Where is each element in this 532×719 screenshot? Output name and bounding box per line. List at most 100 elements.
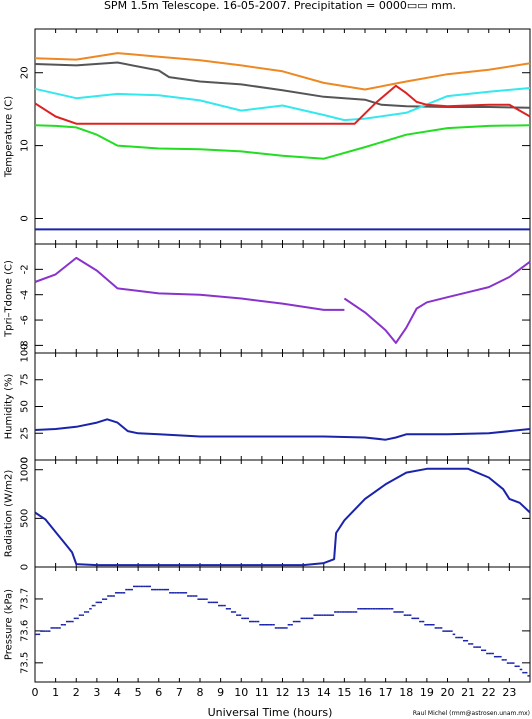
- y-tick-label: 100: [20, 343, 31, 362]
- pressure-point: [151, 588, 154, 591]
- pressure-point: [279, 627, 283, 629]
- chart-title: SPM 1.5m Telescope. 16-05-2007. Precipit…: [104, 0, 456, 12]
- x-tick-label: 6: [155, 686, 162, 699]
- credit-text: Raul Michel (rmm@astrosen.unam.mx): [413, 710, 530, 717]
- pressure-point: [527, 675, 530, 677]
- pressure-point: [432, 624, 435, 626]
- pressure-point: [444, 630, 448, 632]
- pressure-point: [45, 630, 48, 632]
- pressure-point: [181, 592, 185, 594]
- pressure-point: [370, 608, 373, 610]
- x-tick-label: 20: [441, 686, 455, 699]
- pressure-point: [200, 598, 203, 600]
- pressure-point: [261, 624, 265, 626]
- y-axis-label: Radiation (W/m2): [4, 470, 15, 558]
- pressure-point: [437, 627, 440, 629]
- pressure-point: [194, 595, 198, 597]
- pressure-point: [274, 627, 278, 629]
- pressure-point: [473, 646, 476, 648]
- pressure-point: [323, 614, 327, 616]
- pressure-point: [339, 611, 342, 613]
- pressure-point: [236, 614, 239, 616]
- pressure-point: [78, 614, 81, 616]
- series-line-3: [34, 84, 531, 125]
- y-axis-label: Pressure (kPa): [4, 589, 15, 660]
- pressure-point: [341, 611, 345, 613]
- y-tick-label: 75: [20, 373, 31, 386]
- pressure-point: [365, 608, 368, 610]
- pressure-point: [375, 608, 378, 610]
- y-tick-label: 20: [20, 66, 31, 79]
- pressure-point: [359, 608, 363, 610]
- pressure-point: [455, 636, 458, 639]
- pressure-point: [511, 662, 515, 664]
- pressure-point: [87, 611, 90, 613]
- pressure-point: [328, 614, 332, 616]
- x-tick-label: 7: [176, 686, 183, 699]
- pressure-point: [184, 592, 188, 594]
- pressure-point: [220, 604, 224, 607]
- pressure-point: [65, 620, 69, 623]
- pressure-point: [68, 620, 72, 623]
- pressure-point: [132, 585, 136, 588]
- y-axis-label: Tpri–Tdome (C): [4, 260, 15, 338]
- y-axis-label: Temperature (C): [4, 96, 15, 178]
- series-line-0: [34, 418, 531, 441]
- y-tick-label: 73.5: [20, 652, 31, 674]
- pressure-point: [514, 665, 518, 668]
- pressure-point: [357, 608, 360, 610]
- pressure-point: [117, 592, 121, 594]
- pressure-point: [401, 611, 404, 613]
- x-tick-label: 23: [502, 686, 516, 699]
- pressure-point: [331, 614, 335, 616]
- pressure-point: [83, 611, 86, 613]
- x-tick-label: 22: [482, 686, 496, 699]
- pressure-point: [109, 595, 113, 597]
- pressure-point: [218, 604, 221, 607]
- pressure-point: [346, 611, 350, 613]
- pressure-point: [80, 614, 82, 616]
- pressure-point: [102, 598, 105, 600]
- series-line-1: [34, 61, 531, 109]
- pressure-point: [303, 617, 306, 620]
- pressure-point: [285, 627, 288, 629]
- y-tick-label: -4: [20, 290, 31, 300]
- pressure-point: [125, 588, 128, 591]
- pressure-point: [522, 671, 525, 674]
- pressure-point: [169, 592, 172, 594]
- pressure-point: [238, 614, 242, 616]
- pressure-point: [290, 624, 293, 626]
- plot-frame: [34, 459, 531, 568]
- pressure-point: [166, 588, 170, 591]
- x-tick-label: 11: [255, 686, 269, 699]
- pressure-point: [153, 588, 157, 591]
- pressure-point: [50, 627, 54, 629]
- series-line-0: [34, 52, 531, 91]
- pressure-point: [246, 617, 249, 620]
- pressure-point: [243, 617, 247, 620]
- x-tick-label: 8: [197, 686, 204, 699]
- pressure-point: [499, 655, 502, 658]
- pressure-point: [504, 659, 507, 661]
- series-line-0: [34, 256, 345, 311]
- pressure-point: [297, 620, 301, 623]
- pressure-point: [212, 601, 216, 604]
- pressure-point: [292, 620, 296, 623]
- pressure-point: [305, 617, 309, 620]
- pressure-point: [215, 601, 219, 604]
- x-tick-label: 12: [276, 686, 290, 699]
- pressure-point: [295, 620, 298, 623]
- pressure-point: [354, 611, 358, 613]
- pressure-point: [228, 608, 231, 610]
- pressure-point: [393, 611, 396, 613]
- pressure-point: [447, 630, 451, 632]
- pressure-point: [174, 592, 177, 594]
- pressure-point: [403, 614, 407, 616]
- y-axis-label: Humidity (%): [4, 373, 15, 439]
- pressure-point: [434, 627, 438, 629]
- x-tick-label: 5: [135, 686, 142, 699]
- pressure-point: [450, 630, 453, 632]
- pressure-point: [122, 592, 126, 594]
- pressure-point: [156, 588, 159, 591]
- pressure-point: [372, 608, 376, 610]
